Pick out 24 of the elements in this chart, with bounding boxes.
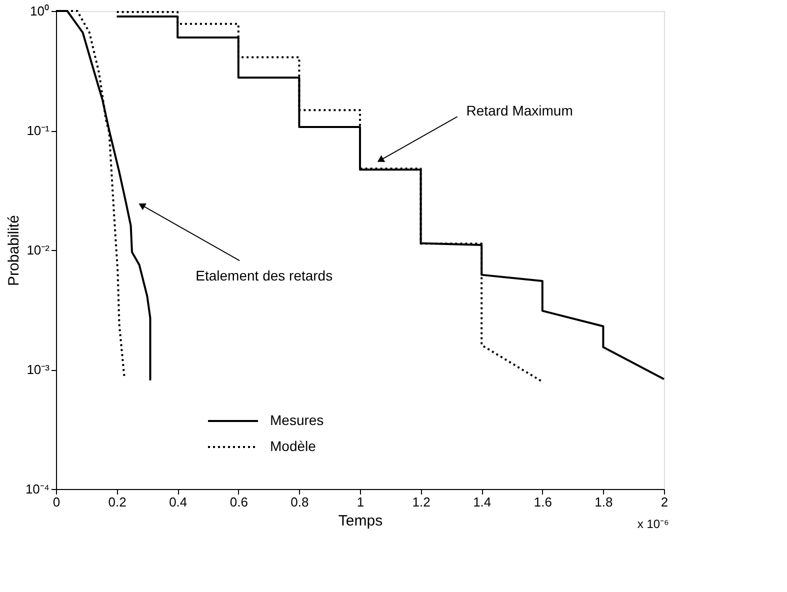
annotation: Etalement des retards xyxy=(196,268,333,284)
line-series xyxy=(116,15,665,380)
text: x 10⁻⁶ xyxy=(637,517,670,531)
x-tick-label: 0 xyxy=(52,494,60,510)
y-tick-label: 10⁰ xyxy=(30,4,50,18)
x-tick-label: 1.4 xyxy=(473,494,492,510)
x-tick-label: 0.8 xyxy=(290,494,309,510)
x-tick-label: 1.8 xyxy=(594,494,613,510)
x-tick-label: 0.4 xyxy=(169,494,188,510)
y-tick-label: 10⁻⁴ xyxy=(25,482,50,496)
y-tick-label: 10⁻³ xyxy=(26,362,50,377)
x-tick-label: 0.6 xyxy=(230,494,248,510)
x-tick-label: 1 xyxy=(356,494,364,510)
x-tick-label: 0.2 xyxy=(108,494,126,510)
y-tick-label: 10⁻² xyxy=(26,242,50,258)
x-axis-title: Temps xyxy=(338,512,383,530)
x-tick-label: 1.6 xyxy=(534,494,552,510)
x-tick-label: 2 xyxy=(660,494,668,510)
legend-label: Mesures xyxy=(270,412,324,428)
y-axis-title: Probabilité xyxy=(5,215,22,286)
y-tick-label: 10⁻¹ xyxy=(26,123,50,138)
legend-label: Modèle xyxy=(270,438,316,454)
annotation: Retard Maximum xyxy=(466,102,573,119)
x-tick-label: 1.2 xyxy=(412,494,430,510)
